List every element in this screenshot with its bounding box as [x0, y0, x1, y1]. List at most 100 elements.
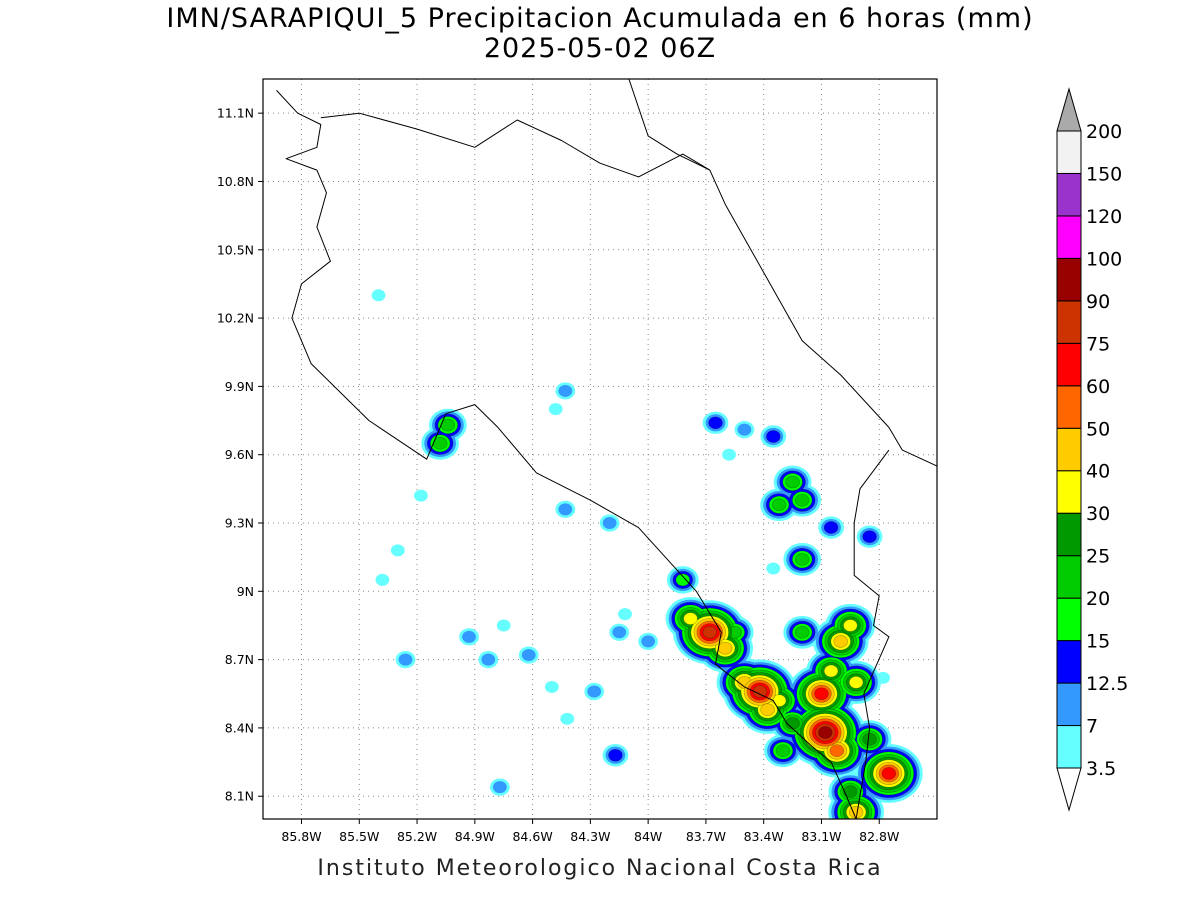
lat-tick-label: 11.1N — [217, 106, 254, 121]
lat-tick-label: 8.4N — [225, 720, 254, 735]
precip-cell-level-25 — [785, 717, 800, 730]
precip-cell-level-7 — [521, 649, 536, 662]
precip-cell-level-20 — [794, 493, 810, 507]
precip-cell-level-3.5 — [560, 712, 575, 725]
precip-cell-level-7 — [398, 653, 413, 666]
colorbar-swatch — [1056, 597, 1082, 642]
colorbar-label: 20 — [1086, 588, 1110, 610]
colorbar-swatch — [1056, 215, 1082, 259]
lon-tick-label: 85.2W — [397, 829, 437, 844]
colorbar-label: 100 — [1086, 248, 1122, 270]
colorbar-label: 120 — [1086, 206, 1122, 228]
colorbar-label: 150 — [1086, 163, 1122, 185]
precip-cell-level-12.5 — [608, 748, 623, 762]
precip-cell-level-7 — [462, 630, 476, 643]
lon-tick-label: 83.1W — [801, 829, 841, 844]
colorbar-label: 75 — [1086, 333, 1110, 355]
grid-lines — [263, 79, 937, 819]
precip-cell-level-7 — [587, 685, 602, 698]
precip-cell-level-7 — [602, 517, 617, 529]
precip-cell-level-40 — [833, 635, 848, 648]
precip-cell-level-12.5 — [708, 416, 723, 430]
precip-cell-level-20 — [785, 475, 800, 489]
precip-cell-level-3.5 — [876, 671, 890, 684]
lon-tick-label: 83.4W — [744, 829, 784, 844]
map-title: IMN/SARAPIQUI_5 Precipitacion Acumulada … — [166, 3, 1034, 34]
colorbar-swatch — [1056, 682, 1082, 727]
lat-tick-label: 10.5N — [217, 242, 254, 257]
colorbar-legend: 3.5 7 12.5 15 20 25 30 40 50 60 75 90 100 120 150 200 — [1056, 87, 1128, 812]
precip-cell-level-20 — [775, 744, 791, 757]
lon-tick-label: 84.9W — [455, 829, 495, 844]
colorbar-label: 3.5 — [1086, 758, 1116, 780]
precip-cell-level-3.5 — [414, 489, 428, 502]
colorbar-swatch — [1056, 257, 1082, 302]
precip-cell-level-25 — [862, 733, 877, 746]
colorbar-label: 30 — [1086, 503, 1110, 525]
precip-cell-level-3.5 — [618, 608, 632, 621]
footer-credit: Instituto Meteorologico Nacional Costa R… — [317, 856, 883, 881]
precip-cell-level-3.5 — [544, 680, 559, 693]
precip-cell-level-60 — [881, 767, 897, 780]
precip-cell-level-25 — [843, 785, 858, 798]
colorbar-label: 7 — [1086, 716, 1098, 738]
colorbar-label: 25 — [1086, 546, 1110, 568]
latitude-axis: 8.1N 8.4N 8.7N 9N 9.3N 9.6N 9.9N 10.2N 10.5N 10.8… — [217, 106, 263, 804]
precip-cell-level-3.5 — [548, 403, 563, 416]
colorbar-swatch — [1056, 342, 1082, 387]
lon-tick-label: 83.7W — [686, 829, 726, 844]
precip-cell-level-30 — [823, 664, 839, 678]
precip-cell-level-30 — [683, 612, 698, 625]
lat-tick-label: 10.2N — [217, 311, 254, 326]
precip-cell-level-90 — [818, 726, 833, 739]
precip-cell-level-3.5 — [722, 448, 736, 461]
colorbar-swatch — [1056, 300, 1082, 344]
lon-tick-label: 85.5W — [339, 829, 379, 844]
precip-cell-level-12.5 — [862, 530, 877, 543]
precip-cell-level-75 — [702, 625, 717, 639]
nicaragua-border — [320, 112, 711, 178]
precip-cell-level-3.5 — [766, 562, 781, 575]
lat-tick-label: 8.7N — [225, 652, 254, 667]
precip-cell-level-20 — [794, 625, 810, 639]
colorbar-label: 40 — [1086, 461, 1110, 483]
coastlines-borders — [276, 79, 937, 819]
colorbar-label: 15 — [1086, 631, 1110, 653]
lon-tick-label: 84.3W — [570, 829, 610, 844]
lat-tick-label: 10.8N — [217, 174, 254, 189]
precip-cell-level-7 — [481, 653, 496, 666]
colorbar-label: 60 — [1086, 376, 1110, 398]
lon-tick-label: 84W — [634, 829, 662, 844]
precip-cell-level-40 — [717, 641, 733, 655]
colorbar-label: 50 — [1086, 418, 1110, 440]
lon-tick-label: 85.8W — [281, 829, 321, 844]
colorbar-label: 12.5 — [1086, 673, 1128, 695]
precipitation-field — [371, 289, 923, 819]
precip-cell-level-7 — [737, 423, 752, 436]
precip-cell-level-20 — [771, 498, 787, 512]
lat-tick-label: 9.9N — [225, 379, 254, 394]
colorbar-swatch — [1056, 512, 1082, 557]
colorbar-swatch — [1056, 130, 1082, 174]
map-frame — [262, 78, 938, 820]
precip-cell-level-40 — [760, 703, 775, 717]
precip-cell-level-3.5 — [375, 573, 390, 586]
lat-tick-label: 9N — [237, 584, 254, 599]
lat-tick-label: 8.1N — [225, 789, 254, 804]
precip-cell-level-15 — [675, 573, 691, 587]
precip-cell-level-7 — [558, 503, 573, 516]
colorbar-swatch — [1056, 470, 1082, 514]
colorbar-bottom-arrow — [1056, 767, 1082, 812]
caribbean-coastline — [628, 79, 937, 467]
precip-cell-level-12.5 — [766, 430, 781, 443]
pacific-coastline — [276, 90, 857, 819]
precip-cell-level-7 — [612, 626, 627, 639]
colorbar-swatch — [1056, 640, 1082, 684]
precip-cell-level-30 — [848, 676, 864, 689]
precip-cell-level-3.5 — [371, 289, 386, 302]
colorbar-swatch — [1056, 385, 1082, 429]
precip-cell-level-7 — [492, 781, 507, 794]
colorbar-swatch — [1056, 725, 1082, 769]
lon-tick-label: 82.8W — [859, 829, 899, 844]
